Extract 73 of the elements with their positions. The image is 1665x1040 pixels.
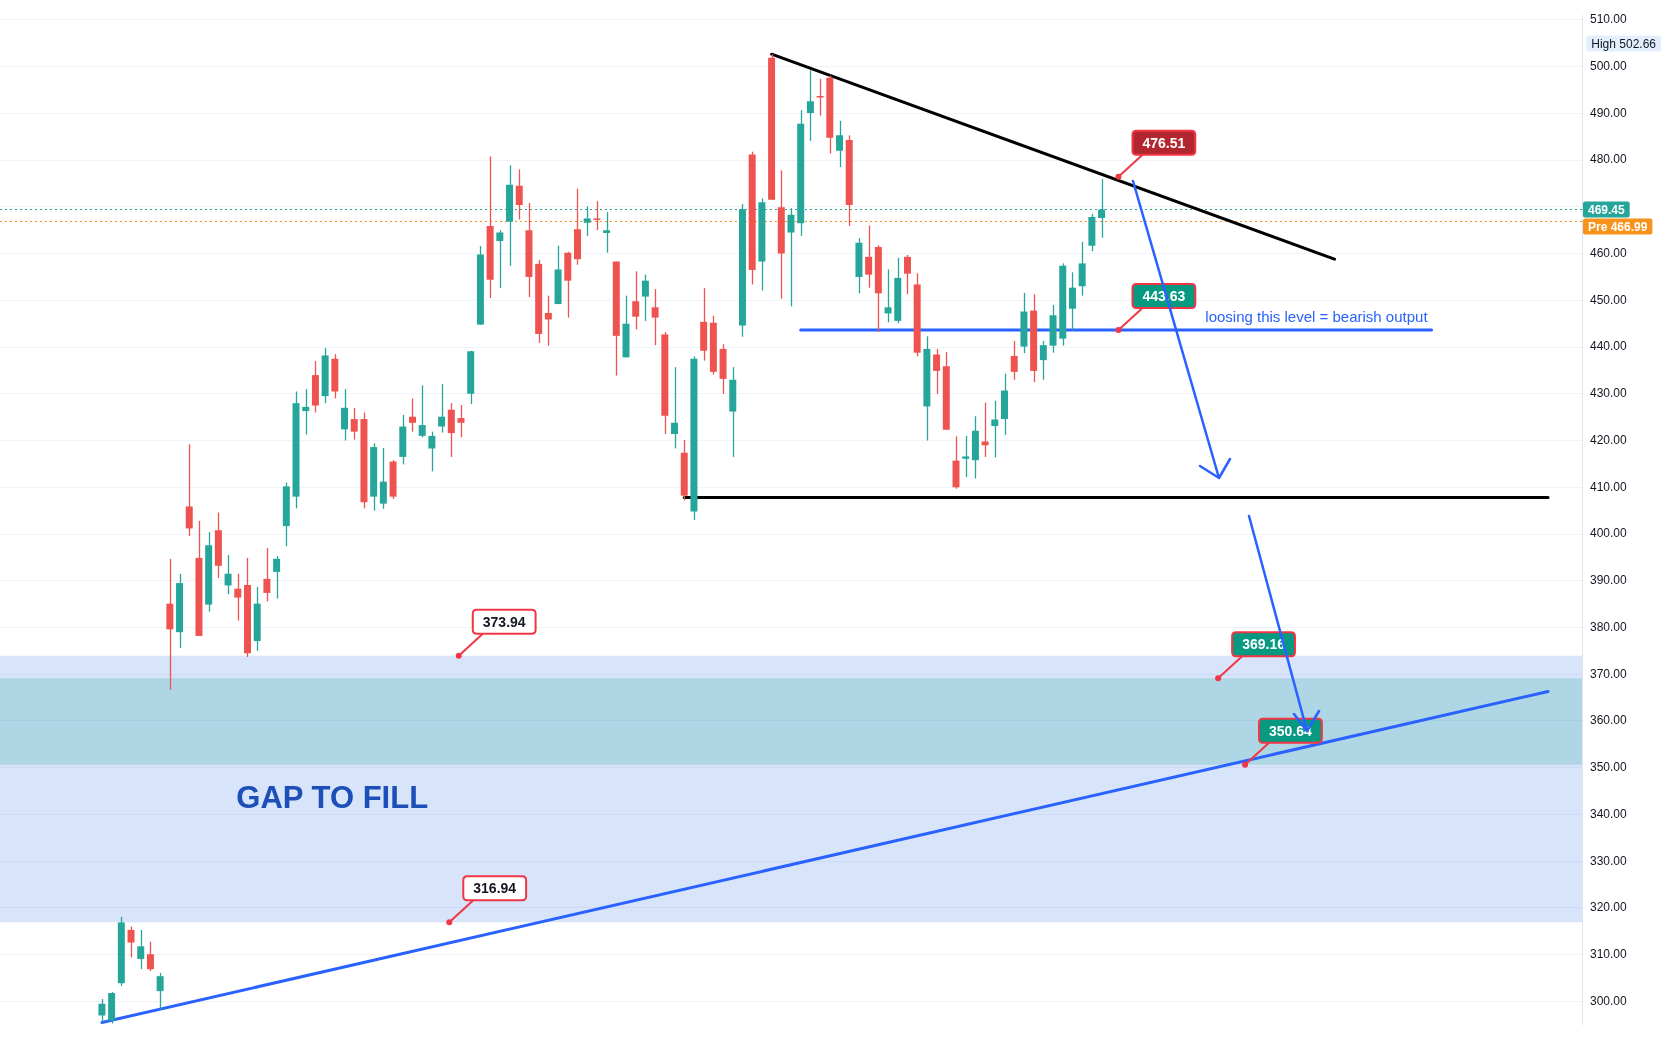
- candlestick: [1039, 340, 1047, 381]
- y-tick-label: 420.00: [1590, 432, 1628, 447]
- candlestick: [836, 120, 844, 168]
- candlestick: [447, 402, 455, 458]
- candlestick: [991, 400, 999, 459]
- candlestick: [933, 348, 941, 395]
- candlestick: [98, 998, 106, 1024]
- y-tick-label: 320.00: [1590, 900, 1628, 915]
- candlestick: [651, 288, 659, 346]
- candlestick: [632, 270, 640, 330]
- candlestick: [273, 555, 281, 600]
- y-tick-label: 440.00: [1590, 339, 1628, 354]
- candlestick: [127, 925, 135, 959]
- candlestick: [981, 402, 989, 458]
- candlestick: [903, 254, 911, 295]
- annotation: 476.51: [1142, 134, 1186, 151]
- candlestick: [1068, 271, 1076, 331]
- candlestick: [146, 940, 154, 972]
- candlestick: [379, 447, 387, 510]
- y-tick-label: 400.00: [1590, 526, 1628, 541]
- y-tick-label: 330.00: [1590, 853, 1628, 868]
- y-tick-label: 450.00: [1590, 292, 1628, 307]
- candlestick: [408, 397, 416, 433]
- candlestick: [418, 384, 426, 438]
- y-tick-label: 390.00: [1590, 573, 1628, 588]
- candlestick: [671, 366, 679, 450]
- y-tick-label: 430.00: [1590, 386, 1628, 401]
- candlestick: [496, 229, 504, 289]
- annotation: 369.16: [1242, 636, 1286, 653]
- y-tick-label: 340.00: [1590, 806, 1628, 821]
- y-tick-label: 460.00: [1590, 245, 1628, 260]
- y-tick-label: 410.00: [1590, 479, 1628, 494]
- series-label: loosing this level = bearish output: [1205, 307, 1429, 325]
- y-tick-label: 500.00: [1590, 58, 1628, 73]
- candlestick: [515, 168, 523, 221]
- candlestick: [962, 435, 970, 478]
- candlestick: [806, 69, 814, 142]
- candlestick: [185, 443, 193, 537]
- annotation: 316.94: [473, 880, 517, 897]
- candlestick: [457, 404, 465, 438]
- candlestick: [224, 554, 232, 595]
- y-tick-label: 370.00: [1590, 666, 1628, 681]
- candlestick: [350, 407, 358, 441]
- candlestick: [302, 388, 310, 436]
- annotation: 373.94: [482, 613, 526, 630]
- ref-line-label: Pre 466.99: [1588, 219, 1648, 234]
- y-tick-label: 510.00: [1590, 12, 1628, 27]
- y-tick-label: 350.00: [1590, 760, 1628, 775]
- candlestick: [438, 383, 446, 434]
- candlestick: [156, 972, 164, 1011]
- candlestick: [341, 388, 349, 442]
- candlestick: [1010, 340, 1018, 381]
- y-tick-label: 380.00: [1590, 619, 1628, 634]
- candlestick: [1078, 241, 1086, 297]
- annotation: 350.64: [1269, 722, 1313, 739]
- candlestick: [884, 268, 892, 323]
- candlestick: [865, 224, 873, 289]
- candlestick: [428, 431, 436, 473]
- annotation: 443.63: [1142, 287, 1186, 304]
- band-label: GAP TO FILL: [236, 779, 429, 815]
- candlestick: [263, 547, 271, 602]
- candlestick: [137, 929, 145, 970]
- y-tick-label: 310.00: [1590, 947, 1628, 961]
- candlestick: [603, 211, 611, 254]
- y-tick-label: 480.00: [1590, 152, 1628, 167]
- y-tick-label: 300.00: [1590, 993, 1628, 1008]
- y-tick-label: 490.00: [1590, 105, 1628, 120]
- candlestick: [641, 273, 649, 322]
- ref-line-label: 469.45: [1588, 202, 1626, 217]
- candlestick: [544, 294, 552, 347]
- candlestick: [234, 573, 242, 622]
- y-tick-label: 360.00: [1590, 713, 1628, 728]
- text: High 502.66: [1591, 36, 1657, 51]
